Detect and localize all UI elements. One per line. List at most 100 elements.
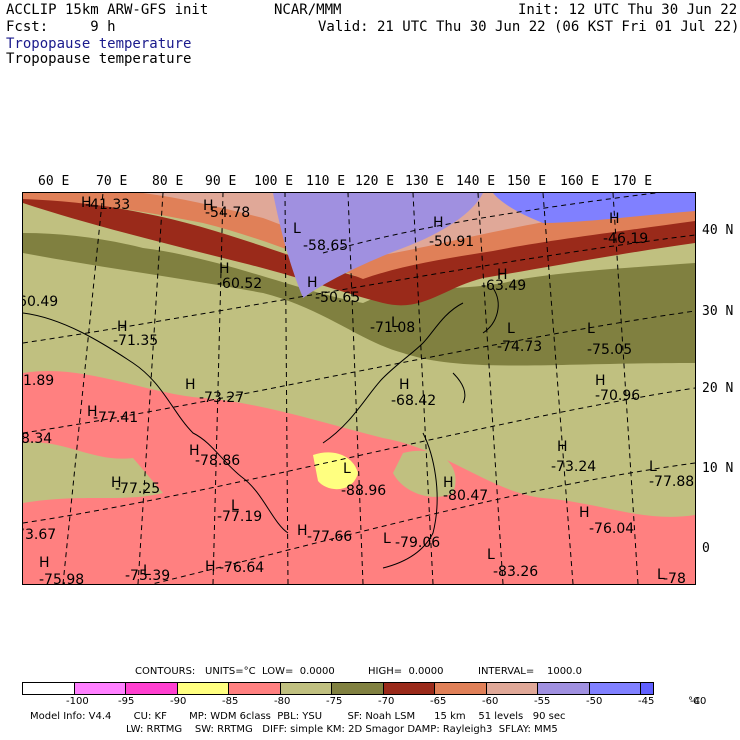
field-title-1: Tropopause temperature <box>6 36 192 52</box>
colorbar-tick-label: -75 <box>326 696 343 707</box>
tropopause-field <box>23 193 695 584</box>
value-label: -77.88 <box>649 474 695 490</box>
map-panel: H -41.33 H -54.78 L -58.65 H -50.91 H -46.19 H -60.… <box>22 192 696 585</box>
longitude-label: 170 E <box>613 174 653 189</box>
colorbar-swatch <box>486 683 538 694</box>
model-info-line2: LW: RRTMG SW: RRTMG DIFF: simple KM: 2D … <box>126 724 558 735</box>
latitude-label: 30 N <box>702 304 734 319</box>
value-label: -70.96 <box>595 388 641 404</box>
colorbar <box>22 682 654 695</box>
value-label: -77.41 <box>93 410 139 426</box>
value-label: -68.42 <box>391 393 437 409</box>
value-label: -73.24 <box>551 459 597 475</box>
colorbar-swatch <box>435 683 487 694</box>
low-marker: L <box>487 547 495 563</box>
value-label: -73.27 <box>199 390 245 406</box>
high-marker: H <box>557 439 568 455</box>
value-label: -76.64 <box>219 560 265 576</box>
high-marker: H <box>189 443 200 459</box>
longitude-label: 160 E <box>560 174 600 189</box>
value-label: -75.39 <box>125 568 171 584</box>
value-label: -50.65 <box>315 290 361 306</box>
center-label: NCAR/MMM <box>274 2 342 18</box>
colorbar-swatch <box>23 683 75 694</box>
longitude-label: 60 E <box>38 174 70 189</box>
colorbar-swatch <box>332 683 384 694</box>
low-marker: L <box>649 459 657 475</box>
value-label: -77.66 <box>307 529 353 545</box>
longitude-label: 140 E <box>456 174 496 189</box>
low-marker: L <box>231 498 239 514</box>
colorbar-swatch <box>383 683 435 694</box>
colorbar-tick-label: -90 <box>170 696 187 707</box>
colorbar-swatch <box>126 683 178 694</box>
value-label: -54.78 <box>205 205 251 221</box>
contours-units: UNITS=°C <box>205 666 256 677</box>
high-marker: H <box>579 505 590 521</box>
value-label: -83.26 <box>493 564 539 580</box>
colorbar-tick-label: -60 <box>482 696 499 707</box>
high-marker: H <box>399 377 410 393</box>
high-marker: H <box>111 475 122 491</box>
colorbar-tick-label: -100 <box>66 696 89 707</box>
init-time: Init: 12 UTC Thu 30 Jun 22 <box>518 2 738 18</box>
colorbar-tick-label: -40 <box>690 696 707 707</box>
contours-low: LOW= 0.0000 <box>262 666 335 677</box>
high-marker: H <box>205 559 216 575</box>
longitude-label: 100 E <box>254 174 294 189</box>
colorbar-swatch <box>229 683 281 694</box>
value-label: -79.06 <box>395 535 441 551</box>
value-label: -88.96 <box>341 483 387 499</box>
colorbar-tick-label: -55 <box>534 696 551 707</box>
low-marker: L <box>343 461 351 477</box>
colorbar-tick-label: -70 <box>378 696 395 707</box>
colorbar-tick-label: -95 <box>118 696 135 707</box>
longitude-label: 90 E <box>205 174 237 189</box>
high-marker: H <box>81 195 92 211</box>
colorbar-tick-label: -85 <box>222 696 239 707</box>
high-marker: H <box>87 404 98 420</box>
value-label: -41.33 <box>85 197 131 213</box>
contours-label: CONTOURS: <box>135 666 196 677</box>
low-marker: L <box>391 315 399 331</box>
high-marker: H <box>297 523 308 539</box>
low-marker: L <box>293 221 301 237</box>
colorbar-swatch <box>74 683 126 694</box>
value-label: -78 <box>663 571 686 585</box>
field-title-2: Tropopause temperature <box>6 51 192 67</box>
colorbar-tick-label: -80 <box>274 696 291 707</box>
high-marker: H <box>39 555 50 571</box>
value-label: -60.52 <box>217 276 263 292</box>
longitude-label: 110 E <box>306 174 346 189</box>
high-marker: H <box>307 275 318 291</box>
colorbar-tick-label: -45 <box>638 696 655 707</box>
value-label: -78.34 <box>23 431 53 447</box>
high-marker: H <box>203 198 214 214</box>
high-marker: H <box>497 267 508 283</box>
colorbar-swatch <box>280 683 332 694</box>
value-label: -71.08 <box>370 320 416 336</box>
latitude-label: 40 N <box>702 223 734 238</box>
low-marker: L <box>507 321 515 337</box>
high-marker: H <box>117 319 128 335</box>
value-label: -78.86 <box>195 453 241 469</box>
high-marker: H <box>609 211 620 227</box>
value-label: -61.89 <box>22 373 55 389</box>
colorbar-swatch <box>589 683 641 694</box>
high-marker: H <box>443 475 454 491</box>
high-marker: H <box>433 215 444 231</box>
colorbar-swatch <box>177 683 229 694</box>
value-label: -60.49 <box>23 294 59 310</box>
colorbar-tick-label: -65 <box>430 696 447 707</box>
value-label: -75.05 <box>587 342 633 358</box>
value-label: -71.35 <box>113 333 159 349</box>
low-marker: L <box>143 563 151 579</box>
value-label: -58.65 <box>303 238 349 254</box>
longitude-label: 80 E <box>152 174 184 189</box>
forecast-hour: Fcst: 9 h <box>6 19 116 35</box>
low-marker: L <box>383 531 391 547</box>
low-marker: L <box>657 567 665 583</box>
value-label: -80.47 <box>443 488 489 504</box>
high-marker: H <box>219 261 230 277</box>
value-label: -75.98 <box>39 572 85 585</box>
